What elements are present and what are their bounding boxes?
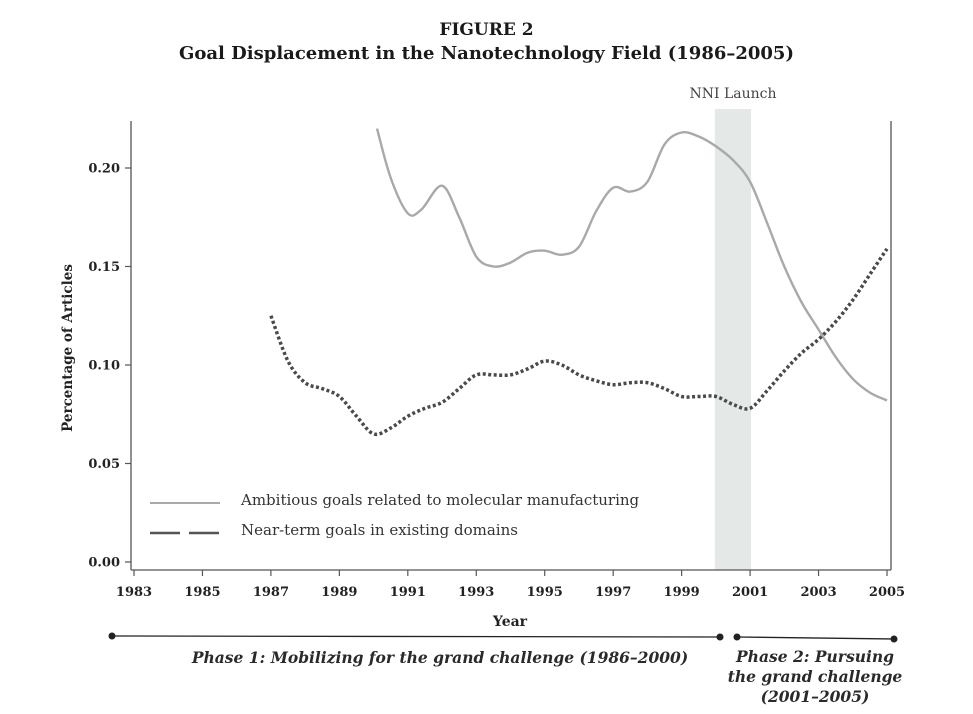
x-tick-label: 1985 — [184, 585, 220, 600]
phase2-bracket-line — [736, 636, 895, 640]
phase2-bracket-start-dot — [733, 633, 741, 641]
phase2-label-line-3: (2001–2005) — [760, 687, 870, 706]
phase2-label-line-2: the grand challenge — [727, 667, 903, 686]
series-layer — [269, 128, 889, 437]
phase-bracket-layer — [108, 632, 898, 643]
legend-label-ambitious: Ambitious goals related to molecular man… — [240, 491, 640, 509]
figure-label: FIGURE 2 — [439, 20, 534, 40]
x-tick-label: 1997 — [595, 585, 631, 600]
phase1-bracket-line — [111, 635, 721, 638]
x-tick-label: 2003 — [800, 585, 836, 600]
phase2-label: Phase 2: Pursuing the grand challenge (2… — [720, 647, 910, 707]
x-tick-label: 1993 — [458, 585, 494, 600]
legend: Ambitious goals related to molecular man… — [150, 491, 640, 539]
phase1-bracket-start-dot — [108, 632, 116, 640]
x-tick-label: 1983 — [116, 585, 152, 600]
x-tick-label: 1999 — [664, 585, 700, 600]
nni-launch-band — [714, 109, 752, 570]
nni-launch-label: NNI Launch — [689, 86, 776, 102]
chart-title: Goal Displacement in the Nanotechnology … — [179, 43, 794, 64]
phase1-bracket-end-dot — [716, 633, 724, 641]
y-tick-label: 0.15 — [88, 260, 120, 275]
x-tick-label: 2001 — [732, 585, 768, 600]
series-line-near-term — [269, 247, 889, 437]
y-tick-label: 0.10 — [88, 359, 120, 374]
phase1-label: Phase 1: Mobilizing for the grand challe… — [191, 648, 689, 667]
y-tick-label: 0.20 — [88, 162, 120, 177]
phase2-bracket-end-dot — [890, 635, 898, 643]
x-tick-label: 1991 — [390, 585, 426, 600]
x-tick-label: 2005 — [869, 585, 905, 600]
x-tick-label: 1987 — [253, 585, 289, 600]
axes — [130, 121, 892, 571]
nni-launch-band-layer: NNI Launch — [689, 86, 776, 570]
y-tick-label: 0.00 — [88, 556, 120, 571]
x-tick-label: 1989 — [321, 585, 357, 600]
y-axis-label: Percentage of Articles — [60, 264, 76, 432]
x-tick-label: 1995 — [527, 585, 563, 600]
y-tick-label: 0.05 — [88, 457, 120, 472]
series-line-ambitious — [375, 128, 888, 402]
phase2-label-line-1: Phase 2: Pursuing — [736, 647, 894, 666]
x-axis-label: Year — [492, 614, 528, 630]
legend-label-near-term: Near-term goals in existing domains — [241, 521, 518, 539]
tick-layer: 1983 1985 1987 1989 1991 1993 1995 1997 1999 2001… — [88, 162, 905, 601]
